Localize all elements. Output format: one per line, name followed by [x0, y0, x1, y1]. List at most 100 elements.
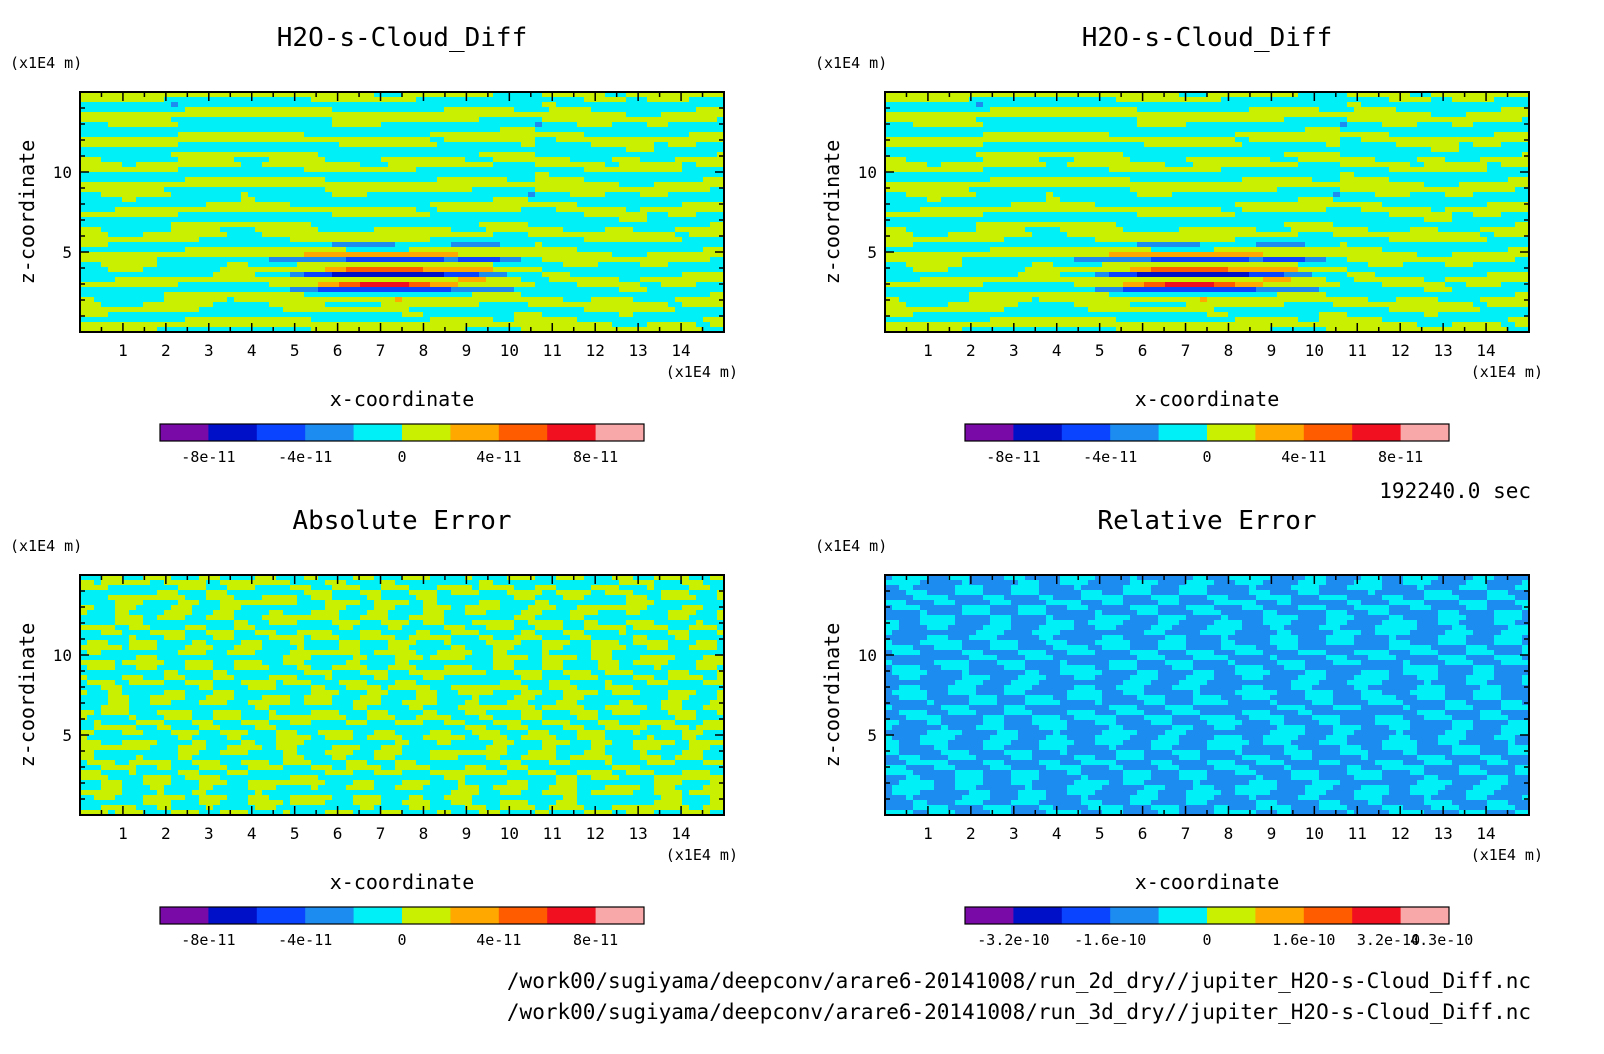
heatmap-cell [122, 122, 130, 128]
heatmap-cell [283, 117, 291, 123]
heatmap-cell [101, 217, 109, 223]
heatmap-cell [199, 197, 207, 203]
heatmap-cell [332, 192, 340, 198]
heatmap-cell [164, 102, 172, 108]
heatmap-cell [311, 247, 319, 253]
heatmap-cell [703, 327, 711, 332]
heatmap-cell [395, 182, 403, 188]
heatmap-cell [682, 202, 690, 208]
heatmap-cell [227, 187, 235, 193]
heatmap-cell [654, 152, 662, 158]
heatmap-cell [353, 97, 361, 103]
heatmap-cell [521, 187, 529, 193]
heatmap-cell [80, 132, 88, 138]
heatmap-cell [661, 252, 669, 258]
heatmap-cell [661, 167, 669, 173]
heatmap-cell [381, 157, 389, 163]
heatmap-cell [318, 157, 326, 163]
heatmap-cell [157, 127, 165, 133]
heatmap-cell [598, 327, 606, 332]
heatmap-cell [437, 247, 445, 253]
heatmap-cell [311, 97, 319, 103]
heatmap-cell [395, 187, 403, 193]
heatmap-cell [507, 322, 515, 328]
heatmap-cell [437, 312, 445, 318]
heatmap-cell [710, 182, 718, 188]
heatmap-cell [626, 147, 634, 153]
heatmap-cell [241, 327, 249, 332]
heatmap-cell [696, 132, 704, 138]
heatmap-cell [101, 317, 109, 323]
heatmap-cell [171, 212, 179, 218]
heatmap-cell [269, 262, 277, 268]
heatmap-cell [472, 217, 480, 223]
heatmap-cell [339, 132, 347, 138]
heatmap-cell [563, 167, 571, 173]
heatmap-cell [157, 282, 165, 288]
heatmap-cell [675, 102, 683, 108]
heatmap-cell [927, 307, 935, 313]
heatmap-cell [675, 212, 683, 218]
heatmap-cell [227, 272, 235, 278]
heatmap-cell [934, 107, 942, 113]
heatmap-cell [486, 172, 494, 178]
heatmap-cell [577, 147, 585, 153]
heatmap-cell [451, 217, 459, 223]
heatmap-cell [332, 162, 340, 168]
heatmap-cell [150, 97, 158, 103]
heatmap-cell [521, 102, 529, 108]
heatmap-cell [500, 232, 508, 238]
heatmap-cell [703, 97, 711, 103]
heatmap-cell [913, 167, 921, 173]
heatmap-cell [472, 92, 480, 98]
heatmap-cell [514, 272, 522, 278]
heatmap-cell [486, 272, 494, 278]
heatmap-cell [612, 222, 620, 228]
heatmap-cell [262, 167, 270, 173]
heatmap-cell [710, 212, 718, 218]
heatmap-cell [696, 287, 704, 293]
heatmap-cell [150, 197, 158, 203]
heatmap-cell [465, 172, 473, 178]
heatmap-cell [570, 167, 578, 173]
heatmap-cell [668, 297, 676, 303]
heatmap-cell [283, 252, 291, 258]
heatmap-cell [262, 272, 270, 278]
heatmap-cell [633, 292, 641, 298]
heatmap-cell [640, 232, 648, 238]
heatmap-cell [927, 142, 935, 148]
heatmap-cell [647, 272, 655, 278]
heatmap-cell [507, 97, 515, 103]
heatmap-cell [493, 247, 501, 253]
heatmap-cell [136, 162, 144, 168]
y-tick-label: 5 [62, 243, 72, 262]
heatmap-cell [108, 292, 116, 298]
heatmap-cell [87, 312, 95, 318]
heatmap-cell [486, 307, 494, 313]
heatmap-cell [374, 307, 382, 313]
heatmap-cell [101, 92, 109, 98]
heatmap-cell [584, 102, 592, 108]
heatmap-cell [395, 122, 403, 128]
heatmap-cell [115, 207, 123, 213]
heatmap-cell [710, 147, 718, 153]
heatmap-cell [675, 272, 683, 278]
heatmap-cell [493, 277, 501, 283]
heatmap-cell [395, 192, 403, 198]
heatmap-cell [584, 97, 592, 103]
heatmap-cell [318, 162, 326, 168]
heatmap-cell [605, 292, 613, 298]
heatmap-cell [311, 92, 319, 98]
heatmap-cell [213, 282, 221, 288]
heatmap-cell [661, 192, 669, 198]
heatmap-cell [626, 297, 634, 303]
heatmap-cell [332, 222, 340, 228]
heatmap-cell [227, 227, 235, 233]
heatmap-cell [164, 312, 172, 318]
heatmap-cell [619, 277, 627, 283]
heatmap-cell [465, 302, 473, 308]
heatmap-cell [444, 142, 452, 148]
heatmap-cell [535, 327, 543, 332]
heatmap-cell [304, 277, 312, 283]
heatmap-cell [171, 282, 179, 288]
